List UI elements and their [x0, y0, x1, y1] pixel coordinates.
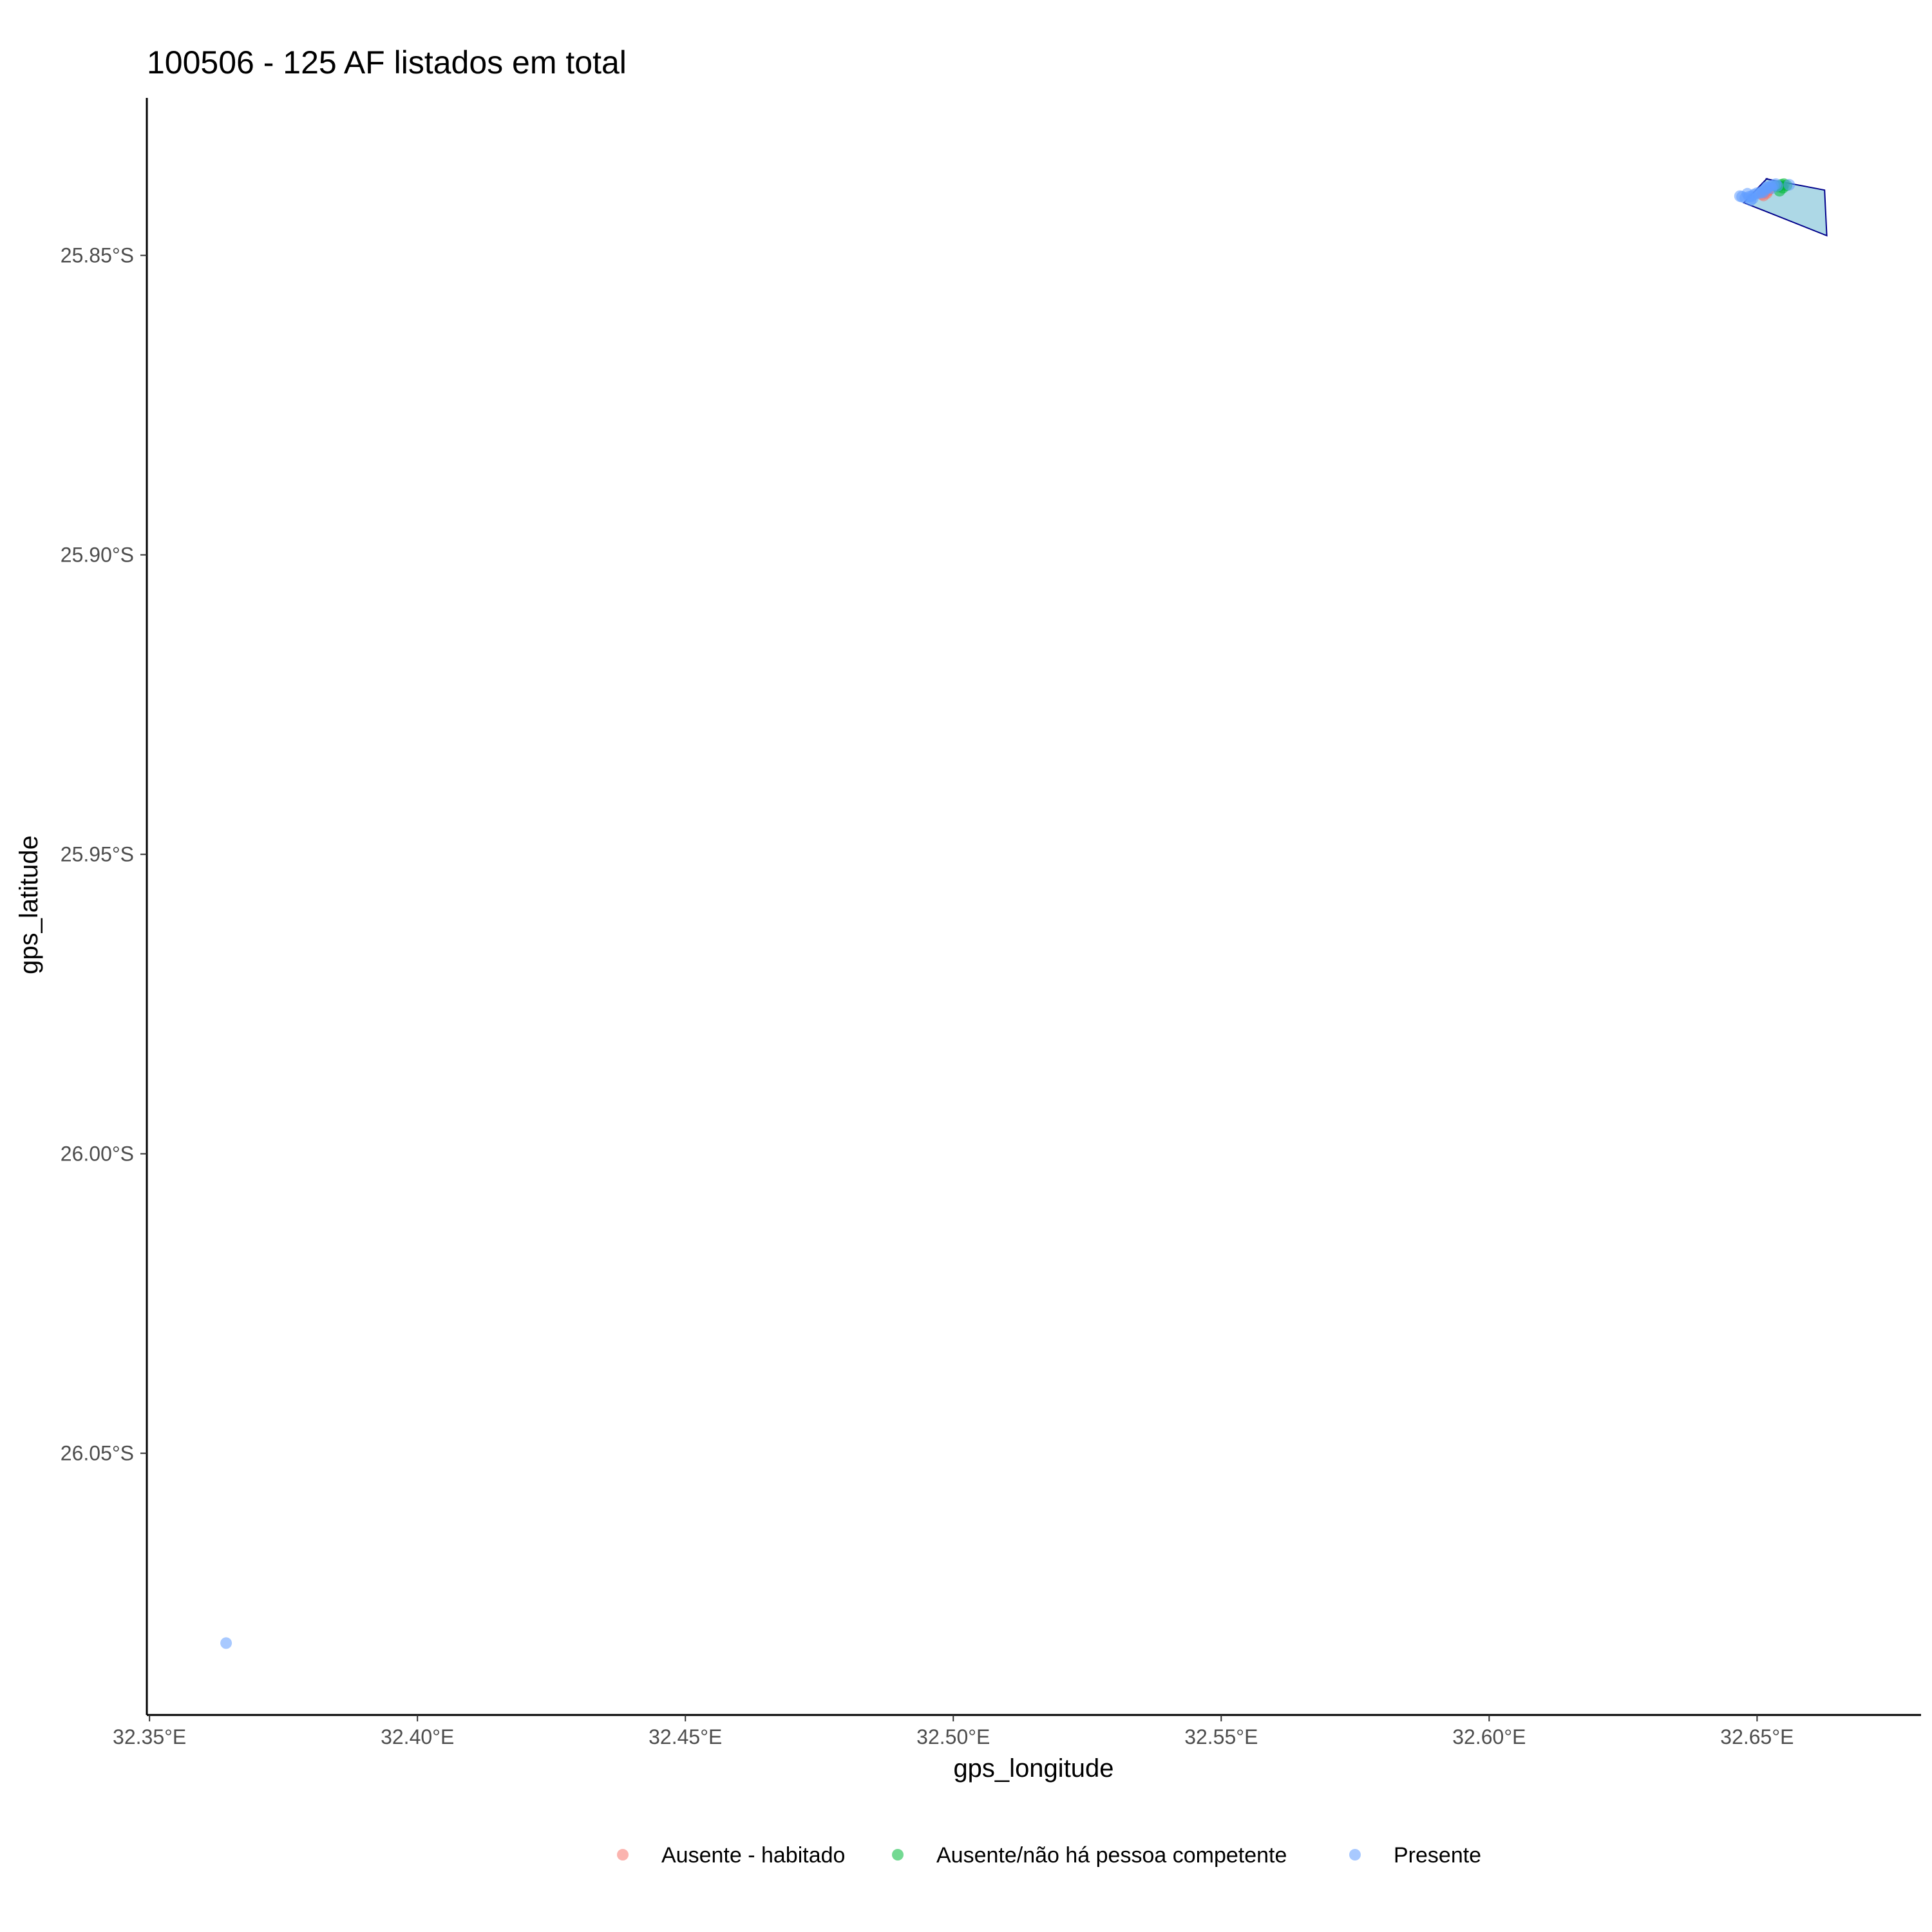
x-tick-label: 32.60°E [1452, 1725, 1526, 1748]
legend-key [617, 1849, 629, 1861]
x-tick-label: 32.55°E [1184, 1725, 1258, 1748]
data-point [220, 1637, 232, 1649]
legend-label: Ausente/não há pessoa competente [936, 1843, 1287, 1868]
legend-key [892, 1849, 904, 1861]
legend-key [1349, 1849, 1361, 1861]
y-tick-label: 25.90°S [61, 544, 134, 567]
data-point [1757, 186, 1770, 198]
chart-title: 100506 - 125 AF listados em total [147, 44, 627, 80]
x-tick-label: 32.65°E [1720, 1725, 1794, 1748]
y-tick-label: 26.05°S [61, 1442, 134, 1465]
y-tick-label: 25.95°S [61, 843, 134, 866]
x-tick-label: 32.45°E [649, 1725, 722, 1748]
x-tick-label: 32.50°E [916, 1725, 990, 1748]
legend-label: Ausente - habitado [661, 1843, 845, 1868]
x-tick-label: 32.40°E [381, 1725, 454, 1748]
x-axis-title: gps_longitude [953, 1754, 1113, 1783]
series-2 [220, 178, 1795, 1649]
y-tick-label: 25.85°S [61, 244, 134, 267]
legend: Ausente - habitado Ausente/não há pessoa … [617, 1843, 1481, 1868]
data-point [1747, 193, 1759, 205]
x-axis-ticks: 32.35°E 32.40°E 32.45°E 32.50°E 32.55°E 32.60… [113, 1715, 1794, 1748]
data-points-layer [220, 178, 1795, 1649]
x-tick-label: 32.35°E [113, 1725, 186, 1748]
y-axis-ticks: 25.85°S 25.90°S 25.95°S 26.00°S 26.05°S [61, 244, 147, 1465]
y-axis-title: gps_latitude [15, 835, 43, 974]
data-point [1783, 178, 1795, 191]
plot-panel [220, 178, 1828, 1649]
y-tick-label: 26.00°S [61, 1142, 134, 1166]
legend-label: Presente [1394, 1843, 1481, 1868]
